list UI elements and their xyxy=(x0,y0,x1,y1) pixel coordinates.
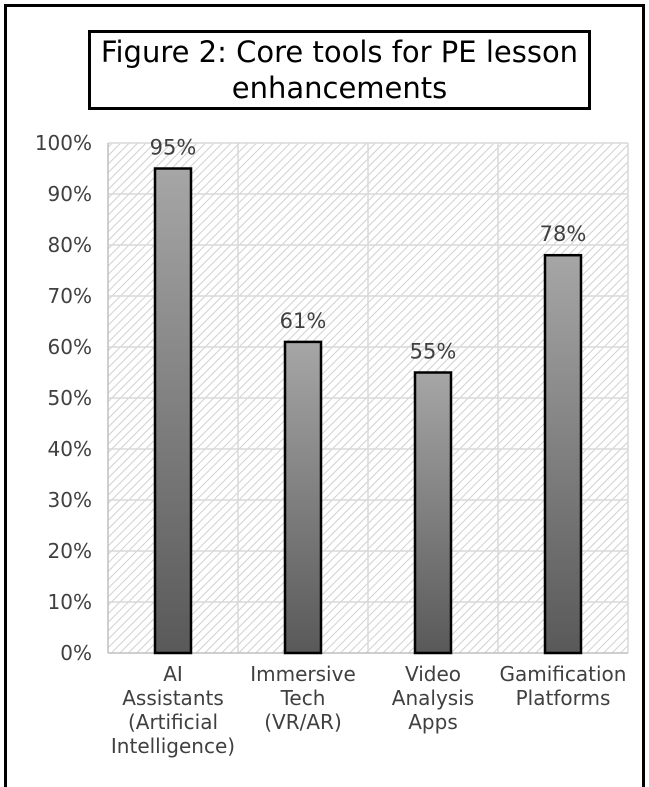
x-category-label: Gamification Platforms xyxy=(500,662,627,710)
gridlines xyxy=(108,142,629,653)
x-category-label-line: Video xyxy=(405,662,461,686)
y-tick-label: 70% xyxy=(48,284,92,308)
x-category-label-line: Apps xyxy=(408,710,458,734)
bar xyxy=(283,340,323,655)
x-category-label: AI Assistants (Artificial Intelligence) xyxy=(111,662,235,758)
bar xyxy=(153,167,193,655)
x-category-label-line: (VR/AR) xyxy=(264,710,342,734)
chart-title: Figure 2: Core tools for PE lesson enhan… xyxy=(100,35,579,105)
x-category-label: Video Analysis Apps xyxy=(392,662,474,734)
y-tick-label: 50% xyxy=(48,386,92,410)
y-tick-label: 20% xyxy=(48,539,92,563)
x-category-label-line: Immersive xyxy=(250,662,356,686)
chart-title-box: Figure 2: Core tools for PE lesson enhan… xyxy=(88,30,591,110)
bars xyxy=(153,167,583,655)
labels: 0% 10% 20% 30% 40% 50% 60% 70% 80% 90% 100% 95% AI As… xyxy=(35,131,627,758)
y-tick-label: 100% xyxy=(35,131,92,155)
x-category-label-line: (Artificial xyxy=(128,710,218,734)
y-tick-label: 10% xyxy=(48,590,92,614)
data-label: 61% xyxy=(280,309,327,333)
x-category-label-line: Assistants xyxy=(122,686,224,710)
data-label: 95% xyxy=(150,136,197,160)
x-category-label-line: Tech xyxy=(280,686,326,710)
x-category-label-line: Intelligence) xyxy=(111,734,235,758)
y-tick-label: 80% xyxy=(48,233,92,257)
data-label: 55% xyxy=(410,340,457,364)
data-label: 78% xyxy=(540,222,587,246)
y-tick-label: 0% xyxy=(60,641,92,665)
bar xyxy=(543,253,583,655)
y-tick-label: 60% xyxy=(48,335,92,359)
axes xyxy=(107,143,628,654)
x-category-label: Immersive Tech (VR/AR) xyxy=(250,662,356,734)
y-tick-label: 40% xyxy=(48,437,92,461)
y-tick-label: 30% xyxy=(48,488,92,512)
bar xyxy=(413,371,453,655)
y-tick-label: 90% xyxy=(48,182,92,206)
x-category-label-line: Analysis xyxy=(392,686,474,710)
x-category-label-line: Platforms xyxy=(516,686,611,710)
x-category-label-line: Gamification xyxy=(500,662,627,686)
x-category-label-line: AI xyxy=(163,662,183,686)
